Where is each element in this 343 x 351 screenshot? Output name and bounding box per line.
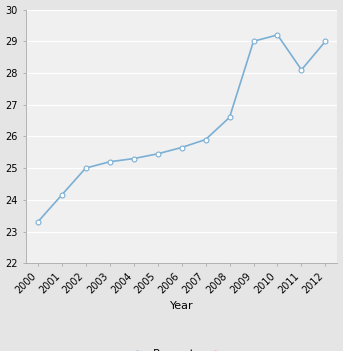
- Percent: [108, 160, 112, 164]
- Percent: [132, 157, 136, 161]
- Percent: [251, 39, 256, 44]
- Percent: [36, 220, 40, 224]
- Percent: [203, 138, 208, 142]
- Percent: [323, 39, 328, 44]
- Percent: [227, 115, 232, 119]
- Percent: [275, 33, 280, 37]
- Percent: [155, 152, 159, 156]
- Percent: [84, 166, 88, 170]
- Legend: Percent, e: Percent, e: [121, 345, 241, 351]
- Percent: [299, 68, 304, 72]
- Percent: [60, 193, 64, 197]
- X-axis label: Year: Year: [170, 301, 193, 311]
- Line: Percent: Percent: [35, 33, 328, 224]
- Percent: [179, 145, 184, 150]
